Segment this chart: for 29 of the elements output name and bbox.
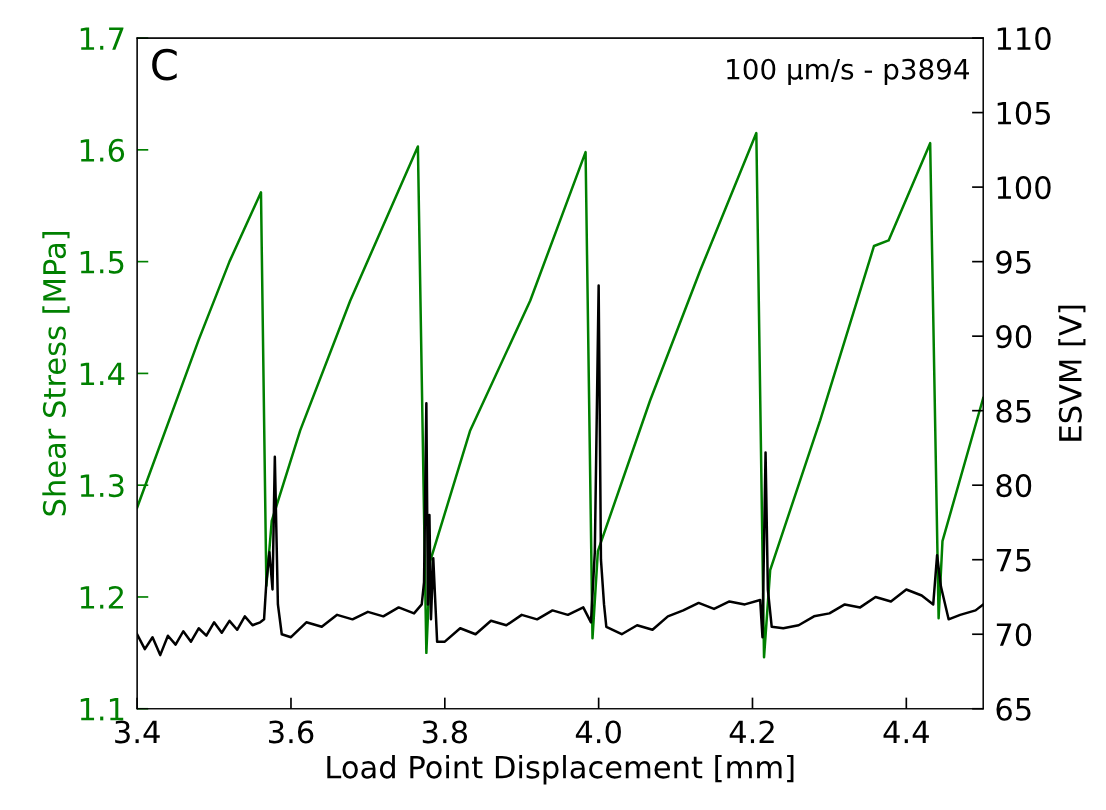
y-tick-label: 1.3 [80,474,124,498]
x-tick-label: 4.2 [729,720,774,744]
y2-tick-label: 85 [996,399,1031,423]
x-axis-title: Load Point Displacement [mm] [327,754,794,785]
x-tick-label: 3.4 [115,720,160,744]
y2-tick-label: 80 [996,474,1032,498]
y2-tick-label: 70 [996,623,1032,647]
y-tick-label: 1.5 [80,250,124,274]
annotation: C [152,48,177,81]
x-tick-label: 4.0 [575,720,621,744]
y-tick-label: 1.4 [80,362,125,386]
annotation: 100 μm/s - p3894 [727,58,969,86]
y2-tick-label: 90 [996,325,1032,349]
y2-tick-label: 105 [997,101,1050,125]
y-tick-label: 1.6 [80,138,125,162]
y2-tick-label: 65 [996,697,1031,721]
y2-tick-label: 110 [997,27,1051,51]
y2-tick-label: 100 [997,176,1051,200]
y-tick-label: 1.7 [80,27,124,50]
x-tick-label: 4.4 [883,720,929,744]
line-series [137,131,984,659]
y-tick-label: 1.1 [80,698,124,721]
y2-tick-label: 95 [996,250,1031,274]
x-tick-label: 3.8 [422,720,468,744]
y2-tick-label: 75 [996,549,1031,572]
y-tick-label: 1.2 [80,585,123,609]
y2-axis-title: ESVM [V] [1058,305,1086,441]
x-tick-label: 3.6 [269,720,314,744]
y-axis-title: Shear Stress [MPa] [42,231,70,516]
